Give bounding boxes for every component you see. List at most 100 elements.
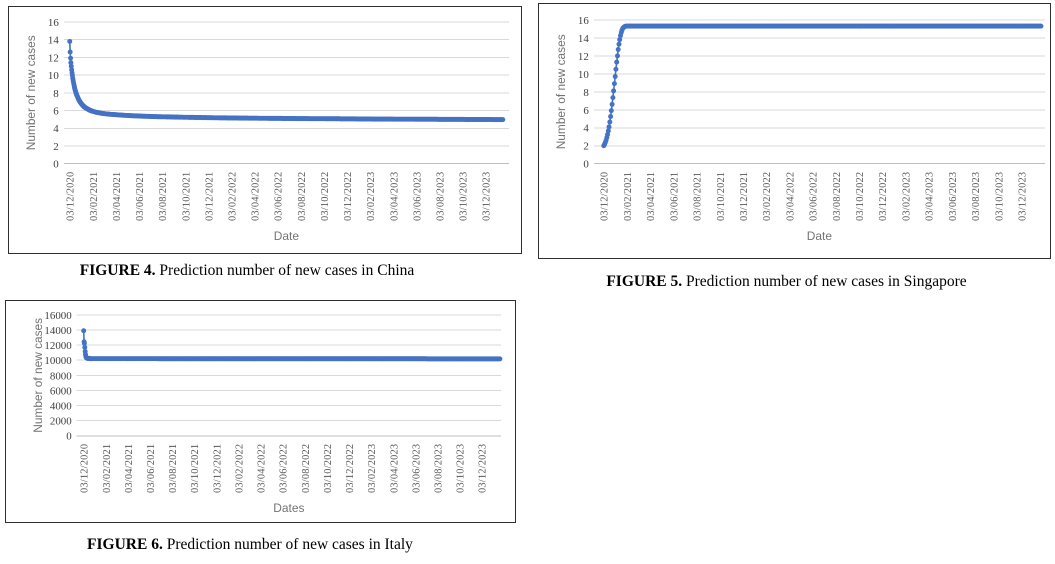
- y-tick-label: 6000: [50, 385, 72, 397]
- figure-panel-italy: 0 2000 4000 6000 8000 10000 12000 14000 16000 03/…: [5, 300, 516, 523]
- x-tick-label: 03/12/2023: [1017, 172, 1028, 221]
- x-tick-label: 03/06/2023: [412, 172, 423, 221]
- x-tick-label: 03/12/2023: [482, 172, 493, 221]
- y-tick-label: 14000: [44, 325, 72, 337]
- chart-china: 0 2 4 6 8 10 12 14 16 03/12/2020 03/02/2021 03/04/2…: [24, 17, 510, 243]
- caption-label: FIGURE 5.: [606, 273, 683, 290]
- caption-label: FIGURE 6.: [87, 536, 163, 553]
- x-tick-label: 03/10/2022: [323, 444, 334, 493]
- x-tick-label: 03/06/2021: [669, 172, 680, 221]
- y-tick-label: 4: [583, 123, 589, 135]
- x-tick-label: 03/08/2022: [297, 172, 308, 221]
- x-tick-label: 03/04/2021: [646, 172, 657, 221]
- x-tick-label: 03/08/2021: [158, 172, 169, 221]
- x-tick-label: 03/08/2022: [832, 172, 843, 221]
- x-tick-label: 03/06/2022: [279, 444, 290, 493]
- y-tick-label: 0: [66, 431, 72, 443]
- y-tick-label: 0: [583, 159, 589, 171]
- x-tick-label: 03/12/2021: [212, 444, 223, 493]
- y-tick-label: 2000: [50, 416, 72, 428]
- y-tick-label: 2: [583, 141, 588, 153]
- x-tick-label: 03/12/2021: [739, 172, 750, 221]
- x-tick-label: 03/02/2023: [366, 172, 377, 221]
- x-tick-label: 03/02/2021: [623, 172, 634, 221]
- figure-caption-china: FIGURE 4. Prediction number of new cases…: [0, 262, 494, 280]
- x-tick-label: 03/12/2020: [600, 172, 611, 221]
- x-tick-label: 03/04/2022: [785, 172, 796, 221]
- x-tick-label: 03/08/2023: [433, 444, 444, 493]
- y-tick-label: 12: [578, 51, 589, 63]
- y-tick-label: 6: [53, 106, 59, 118]
- x-tick-label: 03/06/2021: [146, 444, 157, 493]
- x-tick-label: 03/02/2023: [367, 444, 378, 493]
- x-tick-label: 03/08/2021: [168, 444, 179, 493]
- x-tick-label: 03/12/2023: [478, 444, 489, 493]
- data-series: [601, 23, 1044, 149]
- x-tick-label: 03/10/2021: [716, 172, 727, 221]
- x-tick-label: 03/06/2022: [809, 172, 820, 221]
- data-series: [67, 38, 506, 123]
- x-tick-label: 03/02/2022: [762, 172, 773, 221]
- y-tick-label: 4000: [50, 401, 72, 413]
- x-axis-title: Date: [807, 229, 833, 243]
- x-tick-label: 03/12/2022: [345, 444, 356, 493]
- x-tick-label: 03/10/2023: [456, 444, 467, 493]
- y-tick-label: 4: [53, 123, 59, 135]
- y-tick-label: 0: [53, 159, 59, 171]
- caption-text: Prediction number of new cases in Singap…: [682, 273, 967, 290]
- y-axis-title: Number of new cases: [24, 35, 38, 150]
- data-series: [81, 328, 503, 362]
- y-axis-title: Number of new cases: [31, 318, 45, 433]
- chart-italy: 0 2000 4000 6000 8000 10000 12000 14000 16000 03/…: [31, 310, 503, 515]
- series-connector-line: [68, 41, 503, 121]
- y-tick-label: 8000: [50, 370, 72, 382]
- figure-panel-singapore: 0 2 4 6 8 10 12 14 16 03/12/2020 03/02/2021 03/04/2…: [538, 3, 1051, 259]
- y-tick-label: 10: [48, 70, 59, 82]
- x-tick-label: 03/02/2021: [89, 172, 100, 221]
- caption-text: Prediction number of new cases in Italy: [162, 536, 413, 553]
- y-tick-label: 16000: [44, 310, 72, 322]
- x-tick-label: 03/10/2021: [190, 444, 201, 493]
- figure-caption-italy: FIGURE 6. Prediction number of new cases…: [0, 536, 500, 554]
- y-tick-label: 16: [48, 17, 59, 29]
- y-tick-label: 10000: [44, 355, 72, 367]
- y-tick-label: 10: [578, 69, 589, 81]
- x-tick-label: 03/04/2023: [925, 172, 936, 221]
- x-tick-label: 03/06/2023: [411, 444, 422, 493]
- x-tick-label: 03/08/2023: [971, 172, 982, 221]
- x-tick-label: 03/02/2023: [901, 172, 912, 221]
- y-tick-label: 16: [578, 15, 589, 27]
- y-axis-title: Number of new cases: [554, 34, 568, 149]
- y-tick-label: 12: [48, 52, 59, 64]
- caption-text: Prediction number of new cases in China: [155, 262, 415, 279]
- x-tick-label: 03/12/2022: [878, 172, 889, 221]
- figure-caption-singapore: FIGURE 5. Prediction number of new cases…: [538, 273, 1035, 291]
- x-tick-label: 03/10/2022: [855, 172, 866, 221]
- y-tick-label: 2: [53, 141, 58, 153]
- x-tick-label: 03/12/2022: [343, 172, 354, 221]
- y-tick-label: 14: [48, 35, 59, 47]
- y-tick-label: 6: [583, 105, 589, 117]
- x-tick-label: 03/04/2022: [251, 172, 262, 221]
- x-tick-label: 03/10/2022: [320, 172, 331, 221]
- x-tick-label: 03/04/2022: [257, 444, 268, 493]
- x-tick-label: 03/06/2023: [948, 172, 959, 221]
- x-tick-label: 03/04/2021: [124, 444, 135, 493]
- y-tick-label: 14: [578, 33, 589, 45]
- x-tick-label: 03/04/2021: [112, 172, 123, 221]
- x-tick-label: 03/02/2021: [102, 444, 113, 493]
- x-tick-label: 03/10/2023: [459, 172, 470, 221]
- x-axis-title: Date: [274, 229, 300, 243]
- x-tick-label: 03/08/2022: [301, 444, 312, 493]
- x-tick-label: 03/10/2023: [994, 172, 1005, 221]
- x-tick-label: 03/06/2022: [274, 172, 285, 221]
- figure-panel-china: 0 2 4 6 8 10 12 14 16 03/12/2020 03/02/2021 03/04/2…: [8, 6, 522, 254]
- chart-singapore: 0 2 4 6 8 10 12 14 16 03/12/2020 03/02/2021 03/04/2…: [554, 15, 1046, 243]
- x-axis-title: Dates: [273, 501, 304, 515]
- x-tick-label: 03/02/2022: [234, 444, 245, 493]
- x-tick-label: 03/06/2021: [135, 172, 146, 221]
- x-tick-label: 03/12/2020: [80, 444, 91, 493]
- x-tick-label: 03/04/2023: [389, 444, 400, 493]
- x-tick-label: 03/08/2021: [693, 172, 704, 221]
